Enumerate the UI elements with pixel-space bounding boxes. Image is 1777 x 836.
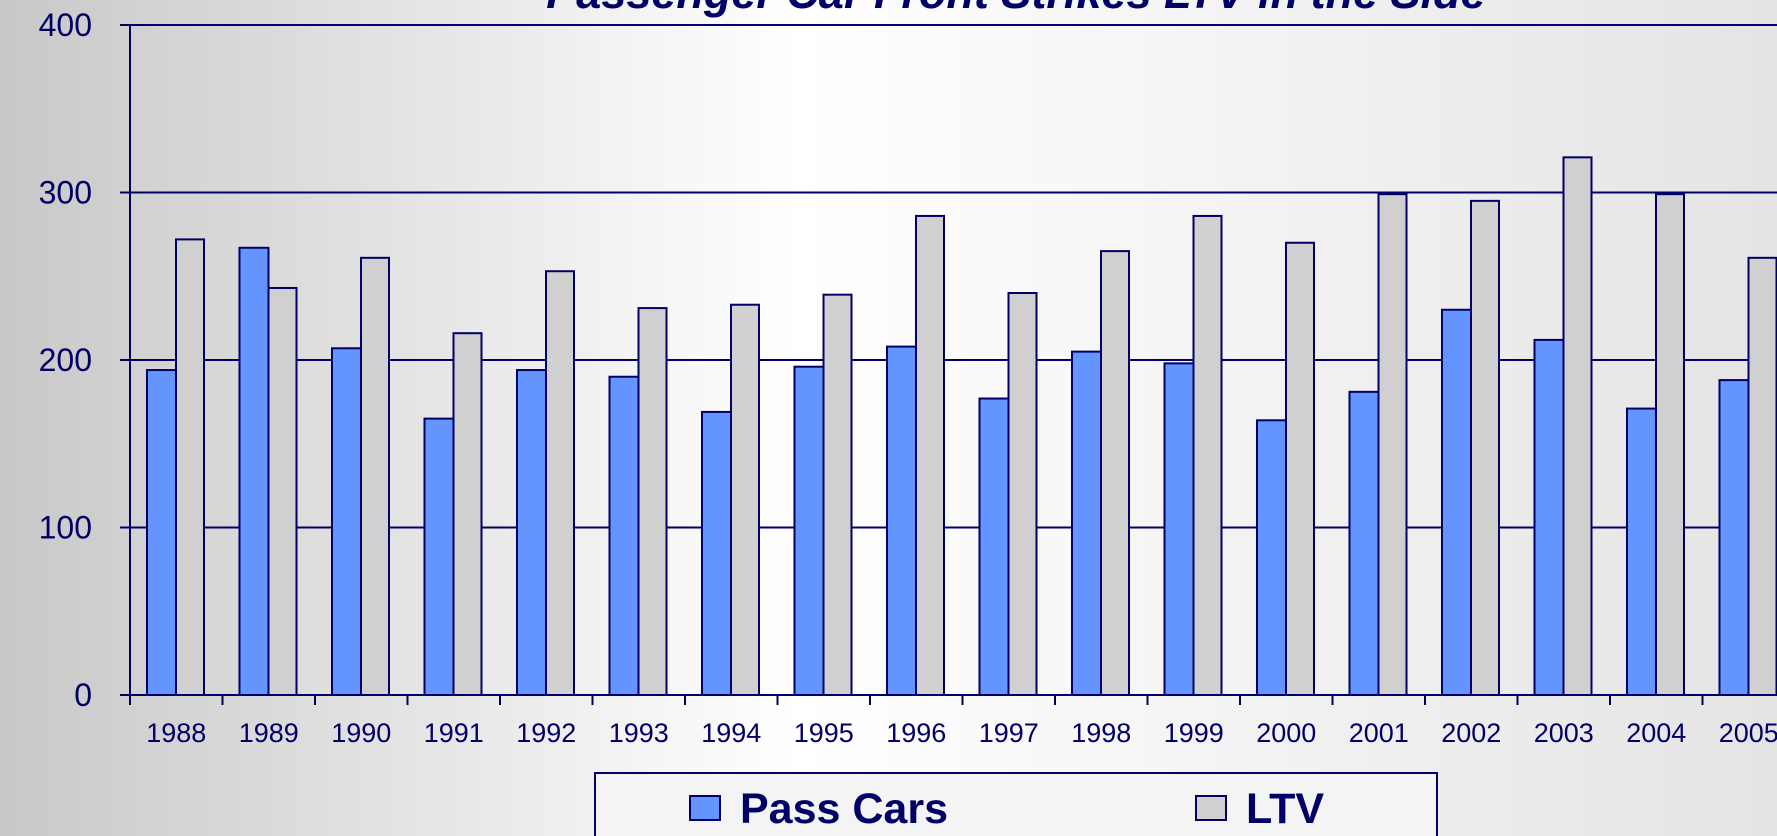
x-tick-label: 1996 xyxy=(886,718,946,748)
bar xyxy=(1163,362,1195,696)
legend-box xyxy=(594,772,1438,836)
bar xyxy=(1533,338,1565,696)
bar xyxy=(175,238,205,696)
x-tick-label: 2004 xyxy=(1626,718,1686,748)
chart-title: Passenger Car Front Strikes LTV in the S… xyxy=(546,0,1485,18)
bar xyxy=(1747,256,1777,696)
x-tick-label: 1999 xyxy=(1164,718,1224,748)
bar xyxy=(146,369,177,696)
bar xyxy=(1256,419,1287,696)
bar xyxy=(608,375,640,696)
bar xyxy=(452,332,483,696)
y-tick-label: 200 xyxy=(39,342,92,378)
bar xyxy=(978,397,1010,696)
bar xyxy=(1718,379,1750,696)
bar xyxy=(1071,350,1102,696)
x-tick-label: 2005 xyxy=(1719,718,1777,748)
bar xyxy=(730,303,760,696)
x-tick-label: 2003 xyxy=(1534,718,1594,748)
bar xyxy=(793,365,825,696)
bar xyxy=(545,270,575,696)
bar xyxy=(701,410,732,696)
y-tick-label: 400 xyxy=(39,7,92,43)
bar xyxy=(238,246,270,696)
x-tick-label: 2002 xyxy=(1441,718,1501,748)
legend-swatch xyxy=(689,795,721,821)
legend-label: LTV xyxy=(1246,785,1324,833)
x-tick-label: 1995 xyxy=(794,718,854,748)
x-tick-label: 1992 xyxy=(516,718,576,748)
bar xyxy=(360,256,390,696)
x-tick-label: 2001 xyxy=(1349,718,1409,748)
x-tick-label: 1991 xyxy=(424,718,484,748)
legend-swatch xyxy=(1195,795,1227,821)
bar xyxy=(1626,407,1657,696)
bar xyxy=(1192,214,1223,696)
bar xyxy=(637,307,668,696)
x-tick-label: 1990 xyxy=(331,718,391,748)
x-tick-label: 1997 xyxy=(979,718,1039,748)
bar xyxy=(1377,193,1408,697)
bar xyxy=(267,286,298,696)
bar xyxy=(886,345,917,696)
bar xyxy=(1655,193,1685,697)
bar xyxy=(423,417,455,696)
bar xyxy=(822,293,853,696)
bar xyxy=(331,347,362,696)
bar xyxy=(1100,250,1130,696)
x-tick-label: 1994 xyxy=(701,718,761,748)
bar xyxy=(1470,199,1500,696)
y-tick-label: 0 xyxy=(74,677,92,713)
x-tick-label: 2000 xyxy=(1256,718,1316,748)
x-tick-label: 1993 xyxy=(609,718,669,748)
bar xyxy=(915,214,945,696)
bar xyxy=(1441,308,1472,696)
bar xyxy=(1348,390,1380,696)
y-tick-label: 300 xyxy=(39,175,92,211)
y-tick-label: 100 xyxy=(39,510,92,546)
x-tick-label: 1998 xyxy=(1071,718,1131,748)
legend-label: Pass Cars xyxy=(740,785,948,833)
bar xyxy=(1007,292,1038,696)
bar xyxy=(1562,156,1593,696)
x-tick-label: 1988 xyxy=(146,718,206,748)
bar xyxy=(1285,241,1315,696)
x-tick-label: 1989 xyxy=(239,718,299,748)
bar xyxy=(516,369,547,696)
